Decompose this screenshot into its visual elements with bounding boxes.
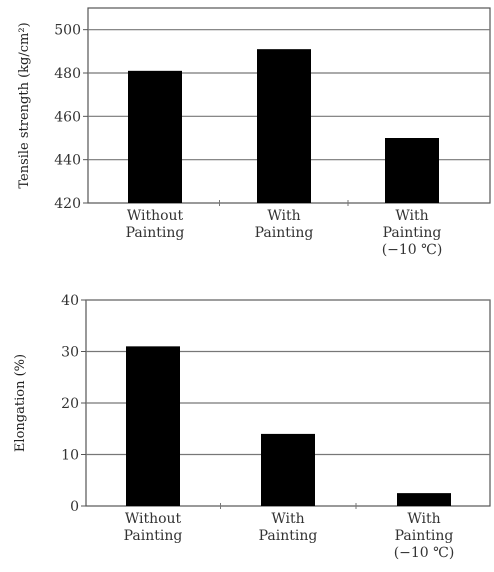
y-tick-label: 460 — [54, 109, 81, 125]
y-axis-label: Elongation (%) — [13, 354, 28, 452]
category-label-line: Painting — [383, 225, 442, 241]
bar — [385, 138, 439, 203]
category-label-line: Painting — [126, 225, 185, 241]
y-tick-label: 500 — [54, 23, 81, 39]
y-axis-label: Tensile strength (kg/cm²) — [17, 22, 32, 188]
category-label-line: With — [395, 208, 428, 224]
y-tick-label: 40 — [61, 293, 79, 309]
y-tick-label: 420 — [54, 196, 81, 212]
bar — [126, 346, 180, 506]
category-label: With Painting — [255, 208, 314, 241]
y-tick-label: 440 — [54, 153, 81, 169]
category-label-line: Painting — [395, 528, 454, 544]
category-label-line: Without — [127, 208, 184, 224]
category-label: With Painting — [259, 511, 318, 544]
category-label-line: Painting — [259, 528, 318, 544]
y-tick-label: 20 — [61, 396, 79, 412]
category-label-line: Painting — [124, 528, 183, 544]
y-tick-label: 480 — [54, 66, 81, 82]
y-tick-label: 10 — [61, 448, 79, 464]
bar — [257, 49, 311, 203]
category-label: With Painting (−10 ℃) — [394, 511, 455, 561]
category-label: Without Painting — [124, 511, 183, 544]
y-tick-label: 0 — [70, 499, 79, 515]
category-label-line: Without — [125, 511, 182, 527]
bar — [397, 493, 451, 506]
category-label-line: With — [271, 511, 304, 527]
category-label-line: With — [407, 511, 440, 527]
category-label: Without Painting — [126, 208, 185, 241]
category-label: With Painting (−10 ℃) — [382, 208, 443, 258]
y-tick-label: 30 — [61, 345, 79, 361]
category-label-line: (−10 ℃) — [394, 545, 455, 561]
category-label-line: With — [267, 208, 300, 224]
category-label-line: Painting — [255, 225, 314, 241]
bar — [261, 433, 315, 506]
category-label-line: (−10 ℃) — [382, 242, 443, 258]
bar — [128, 70, 182, 203]
